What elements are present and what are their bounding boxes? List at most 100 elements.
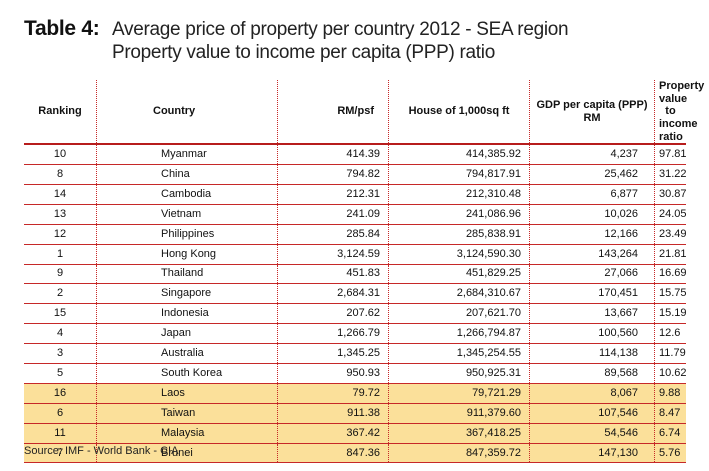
header-gdp: GDP per capita (PPP) RM [529, 80, 655, 146]
cell-house: 794,817.91 [388, 164, 530, 185]
cell-ratio: 5.76 [654, 443, 686, 464]
cell-rm-psf: 212.31 [277, 184, 389, 205]
cell-ratio: 30.87 [654, 184, 687, 205]
cell-ratio: 31.22 [654, 164, 687, 185]
title-line-1: Average price of property per country 20… [112, 19, 569, 40]
cell-rank: 7 [24, 443, 97, 464]
cell-country: South Korea [96, 363, 278, 384]
cell-ratio: 16.69 [654, 264, 687, 285]
cell-gdp: 27,066 [529, 264, 655, 285]
cell-gdp: 170,451 [529, 283, 655, 305]
table-row: 14 Cambodia 212.31 212,310.48 6,877 30.87 [24, 184, 687, 205]
cell-gdp: 25,462 [529, 164, 655, 185]
cell-gdp: 114,138 [529, 343, 655, 364]
cell-gdp: 10,026 [529, 204, 655, 225]
cell-rank: 9 [24, 264, 97, 285]
cell-rank: 10 [24, 144, 97, 166]
cell-rm-psf: 3,124.59 [277, 244, 389, 265]
table-row: 8 China 794.82 794,817.91 25,462 31.22 [24, 164, 687, 185]
cell-rm-psf: 79.72 [277, 383, 389, 404]
cell-rm-psf: 1,345.25 [277, 343, 389, 364]
table-row: 12 Philippines 285.84 285,838.91 12,166 23.49 [24, 224, 687, 245]
cell-country: Taiwan [96, 403, 278, 424]
table-row: 7 Brunei 847.36 847,359.72 147,130 5.76 [24, 443, 686, 464]
cell-country: Hong Kong [96, 244, 278, 265]
cell-rm-psf: 367.42 [277, 423, 389, 444]
cell-country: Thailand [96, 264, 278, 285]
cell-ratio: 23.49 [654, 224, 687, 245]
cell-rm-psf: 911.38 [277, 403, 389, 424]
cell-house: 79,721.29 [388, 383, 530, 404]
cell-house: 367,418.25 [388, 423, 530, 444]
cell-gdp: 143,264 [529, 244, 655, 265]
cell-country: Australia [96, 343, 278, 364]
cell-country: Philippines [96, 224, 278, 245]
cell-rank: 4 [24, 323, 97, 345]
cell-rank: 8 [24, 164, 97, 185]
cell-rank: 14 [24, 184, 97, 205]
header-country: Country [96, 80, 278, 146]
table-row: 1 Hong Kong 3,124.59 3,124,590.30 143,264 21.… [24, 244, 687, 265]
cell-gdp: 13,667 [529, 303, 655, 325]
cell-rm-psf: 847.36 [277, 443, 389, 464]
cell-country: Indonesia [96, 303, 278, 325]
cell-rank: 12 [24, 224, 97, 245]
title-line-2: Property value to income per capita (PPP… [112, 42, 495, 63]
table-row: 5 South Korea 950.93 950,925.31 89,568 10.62 [24, 363, 687, 384]
cell-rm-psf: 414.39 [277, 144, 389, 166]
cell-rm-psf: 451.83 [277, 264, 389, 285]
cell-country: Cambodia [96, 184, 278, 205]
cell-gdp: 4,237 [529, 144, 655, 166]
cell-gdp: 8,067 [529, 383, 655, 404]
table-title: Table 4: Average price of property per c… [24, 17, 569, 64]
table-row: 3 Australia 1,345.25 1,345,254.55 114,138 11.… [24, 343, 686, 364]
cell-house: 950,925.31 [388, 363, 530, 384]
cell-rm-psf: 1,266.79 [277, 323, 389, 345]
cell-gdp: 89,568 [529, 363, 655, 384]
cell-country: Myanmar [96, 144, 278, 166]
cell-country: Malaysia [96, 423, 278, 444]
cell-rm-psf: 794.82 [277, 164, 389, 185]
table-row: 11 Malaysia 367.42 367,418.25 54,546 6.74 [24, 423, 686, 444]
cell-gdp: 107,546 [529, 403, 655, 424]
cell-house: 285,838.91 [388, 224, 530, 245]
cell-house: 241,086.96 [388, 204, 530, 225]
cell-house: 451,829.25 [388, 264, 530, 285]
cell-ratio: 12.6 [654, 323, 686, 345]
header-house: House of 1,000sq ft [388, 80, 530, 146]
cell-ratio: 11.79 [654, 343, 686, 364]
cell-country: China [96, 164, 278, 185]
cell-rank: 3 [24, 343, 97, 364]
cell-gdp: 6,877 [529, 184, 655, 205]
table-row: 15 Indonesia 207.62 207,621.70 13,667 15.19 [24, 303, 687, 325]
cell-ratio: 97.81 [654, 144, 687, 166]
table-row: 9 Thailand 451.83 451,829.25 27,066 16.69 [24, 264, 687, 285]
cell-gdp: 100,560 [529, 323, 655, 345]
header-ratio: Property value to income ratio [654, 80, 704, 146]
cell-rank: 2 [24, 283, 97, 305]
cell-rank: 6 [24, 403, 97, 424]
header-ranking: Ranking [24, 80, 97, 146]
cell-rank: 16 [24, 383, 97, 404]
cell-ratio: 6.74 [654, 423, 686, 444]
table-row: 4 Japan 1,266.79 1,266,794.87 100,560 12.6 [24, 323, 686, 345]
cell-ratio: 15.19 [654, 303, 687, 325]
cell-house: 207,621.70 [388, 303, 530, 325]
cell-house: 212,310.48 [388, 184, 530, 205]
table-row: 2 Singapore 2,684.31 2,684,310.67 170,451 15.… [24, 283, 687, 305]
cell-rank: 11 [24, 423, 97, 444]
cell-rm-psf: 950.93 [277, 363, 389, 384]
cell-house: 414,385.92 [388, 144, 530, 166]
cell-rank: 5 [24, 363, 97, 384]
cell-ratio: 10.62 [654, 363, 687, 384]
source-note: Source: IMF - World Bank - CIA [24, 445, 179, 457]
cell-house: 2,684,310.67 [388, 283, 530, 305]
cell-rm-psf: 285.84 [277, 224, 389, 245]
cell-house: 1,266,794.87 [388, 323, 530, 345]
cell-country: Japan [96, 323, 278, 345]
header-rm-psf: RM/psf [277, 80, 389, 146]
cell-country: Laos [96, 383, 278, 404]
cell-ratio: 24.05 [654, 204, 687, 225]
table-row: 10 Myanmar 414.39 414,385.92 4,237 97.81 [24, 144, 687, 166]
table-row: 6 Taiwan 911.38 911,379.60 107,546 8.47 [24, 403, 686, 424]
